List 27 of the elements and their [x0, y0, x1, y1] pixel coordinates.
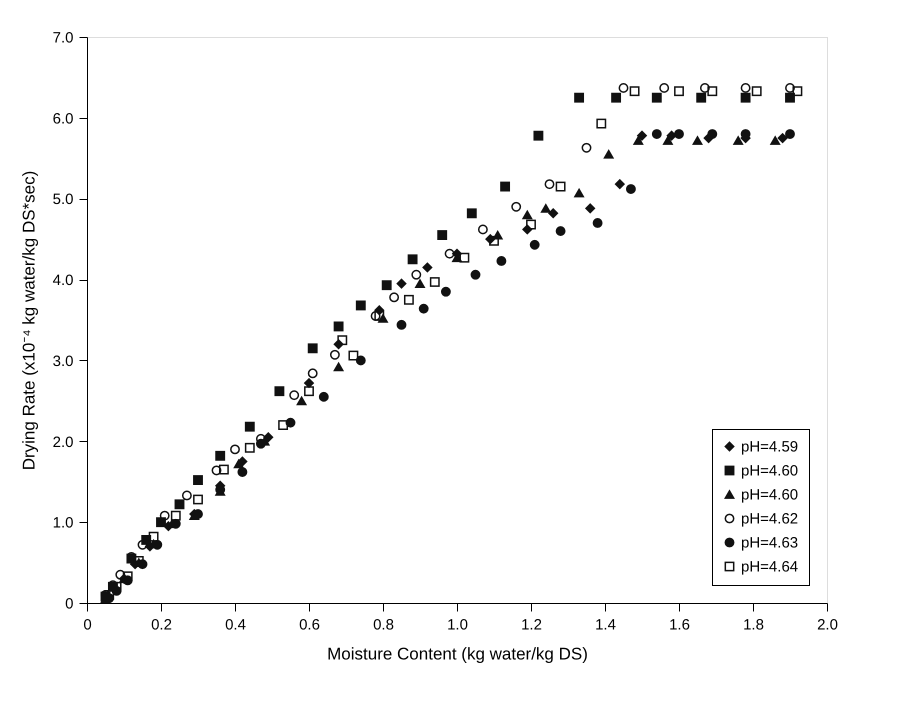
- x-tick-label: 2.0: [817, 616, 838, 634]
- y-tick-label: 1.0: [52, 514, 74, 532]
- legend-label: pH=4.60: [741, 486, 798, 504]
- y-tick-label: 4.0: [52, 272, 74, 290]
- x-tick-label: 0.6: [299, 616, 320, 634]
- y-tick-label: 0: [65, 596, 74, 612]
- x-axis-title: Moisture Content (kg water/kg DS): [327, 644, 588, 664]
- y-tick-label: 3.0: [52, 352, 74, 370]
- legend-label: pH=4.63: [741, 534, 798, 552]
- legend-label: pH=4.62: [741, 510, 798, 528]
- legend-label: pH=4.59: [741, 438, 798, 456]
- x-tick-label: 0.2: [151, 616, 172, 634]
- x-tick-label: 0.8: [373, 616, 394, 634]
- y-tick-label: 7.0: [52, 30, 74, 46]
- x-tick-label: 0: [83, 616, 92, 634]
- x-tick-label: 1.0: [447, 616, 468, 634]
- x-tick-label: 1.4: [595, 616, 616, 634]
- x-tick-label: 1.2: [521, 616, 542, 634]
- y-axis-title: Drying Rate (x10⁻⁴ kg water/kg DS*sec): [20, 170, 39, 470]
- x-tick-label: 1.8: [743, 616, 764, 634]
- x-tick-label: 1.6: [669, 616, 690, 634]
- x-tick-label: 0.4: [225, 616, 246, 634]
- legend-label: pH=4.64: [741, 558, 798, 576]
- y-tick-label: 2.0: [52, 434, 74, 451]
- y-tick-label: 5.0: [52, 191, 74, 208]
- y-tick-label: 6.0: [52, 110, 74, 128]
- legend-label: pH=4.60: [741, 462, 798, 480]
